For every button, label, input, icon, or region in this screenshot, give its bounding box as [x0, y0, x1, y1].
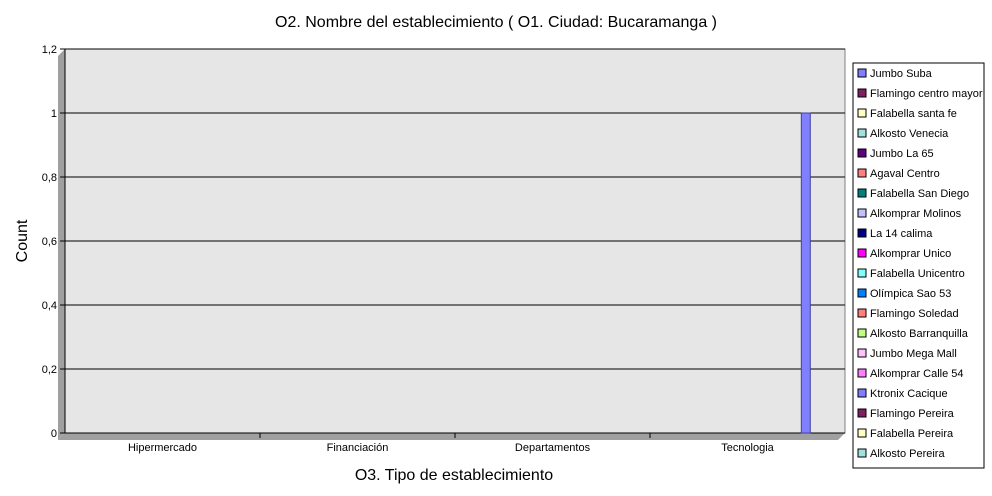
legend-swatch — [857, 408, 867, 418]
legend-label: Jumbo Mega Mall — [870, 348, 957, 360]
y-tick-label: 0,2 — [42, 364, 57, 376]
legend-swatch — [857, 288, 867, 298]
bar — [800, 112, 811, 434]
legend-swatch — [857, 88, 867, 98]
legend-label: Alkosto Barranquilla — [870, 328, 969, 340]
legend-label: Falabella San Diego — [870, 188, 969, 200]
legend-label: Agaval Centro — [870, 168, 940, 180]
legend-label: Olímpica Sao 53 — [870, 288, 951, 300]
legend-swatch — [857, 188, 867, 198]
legend-label: Alkomprar Unico — [870, 248, 951, 260]
legend-swatch — [857, 328, 867, 338]
legend-swatch — [857, 388, 867, 398]
plot-depth-wall — [58, 49, 65, 440]
x-axis-label: O3. Tipo de establecimiento — [355, 467, 553, 484]
legend-label: Alkosto Venecia — [870, 128, 949, 140]
legend-label: Flamingo centro mayor — [870, 88, 983, 100]
plot-depth-floor — [58, 433, 845, 440]
y-tick-label: 0 — [51, 428, 57, 440]
legend-label: Flamingo Pereira — [870, 408, 955, 420]
legend-swatch — [857, 308, 867, 318]
legend-swatch — [857, 68, 867, 78]
legend-label: Jumbo Suba — [870, 68, 933, 80]
legend-label: Falabella Unicentro — [870, 268, 965, 280]
y-tick-label: 0,4 — [42, 300, 57, 312]
legend-swatch — [857, 268, 867, 278]
chart-title: O2. Nombre del establecimiento ( O1. Ciu… — [275, 14, 717, 31]
y-tick-label: 0,6 — [42, 236, 57, 248]
legend-label: Jumbo La 65 — [870, 148, 934, 160]
legend-label: Falabella Pereira — [870, 428, 954, 440]
x-tick-label: Departamentos — [515, 442, 591, 454]
legend-label: Flamingo Soledad — [870, 308, 959, 320]
legend-swatch — [857, 348, 867, 358]
legend-swatch — [857, 208, 867, 218]
y-axis-label: Count — [14, 219, 31, 262]
legend-swatch — [857, 148, 867, 158]
y-tick-label: 0,8 — [42, 172, 57, 184]
legend-label: Alkosto Pereira — [870, 448, 945, 460]
legend-swatch — [857, 428, 867, 438]
legend-label: La 14 calima — [870, 228, 933, 240]
legend: Jumbo Suba Flamingo centro mayor Falabella… — [852, 62, 985, 469]
legend-swatch — [857, 128, 867, 138]
legend-swatch — [857, 368, 867, 378]
legend-label: Alkomprar Molinos — [870, 208, 962, 220]
legend-swatch — [857, 168, 867, 178]
y-tick-label: 1,2 — [42, 44, 57, 56]
plot-area: 0 0,2 0,4 0,6 0,8 1 1,2 Hipermercado Financiació… — [42, 44, 846, 454]
x-tick-label: Financiación — [327, 442, 389, 454]
y-tick-label: 1 — [51, 108, 57, 120]
legend-swatch — [857, 228, 867, 238]
legend-box — [852, 62, 985, 469]
legend-label: Ktronix Cacique — [870, 388, 948, 400]
legend-swatch — [857, 108, 867, 118]
x-tick-label: Hipermercado — [128, 442, 197, 454]
legend-swatch — [857, 248, 867, 258]
x-tick-label: Tecnologia — [721, 442, 774, 454]
legend-swatch — [857, 448, 867, 458]
legend-label: Falabella santa fe — [870, 108, 957, 120]
legend-label: Alkomprar Calle 54 — [870, 368, 964, 380]
